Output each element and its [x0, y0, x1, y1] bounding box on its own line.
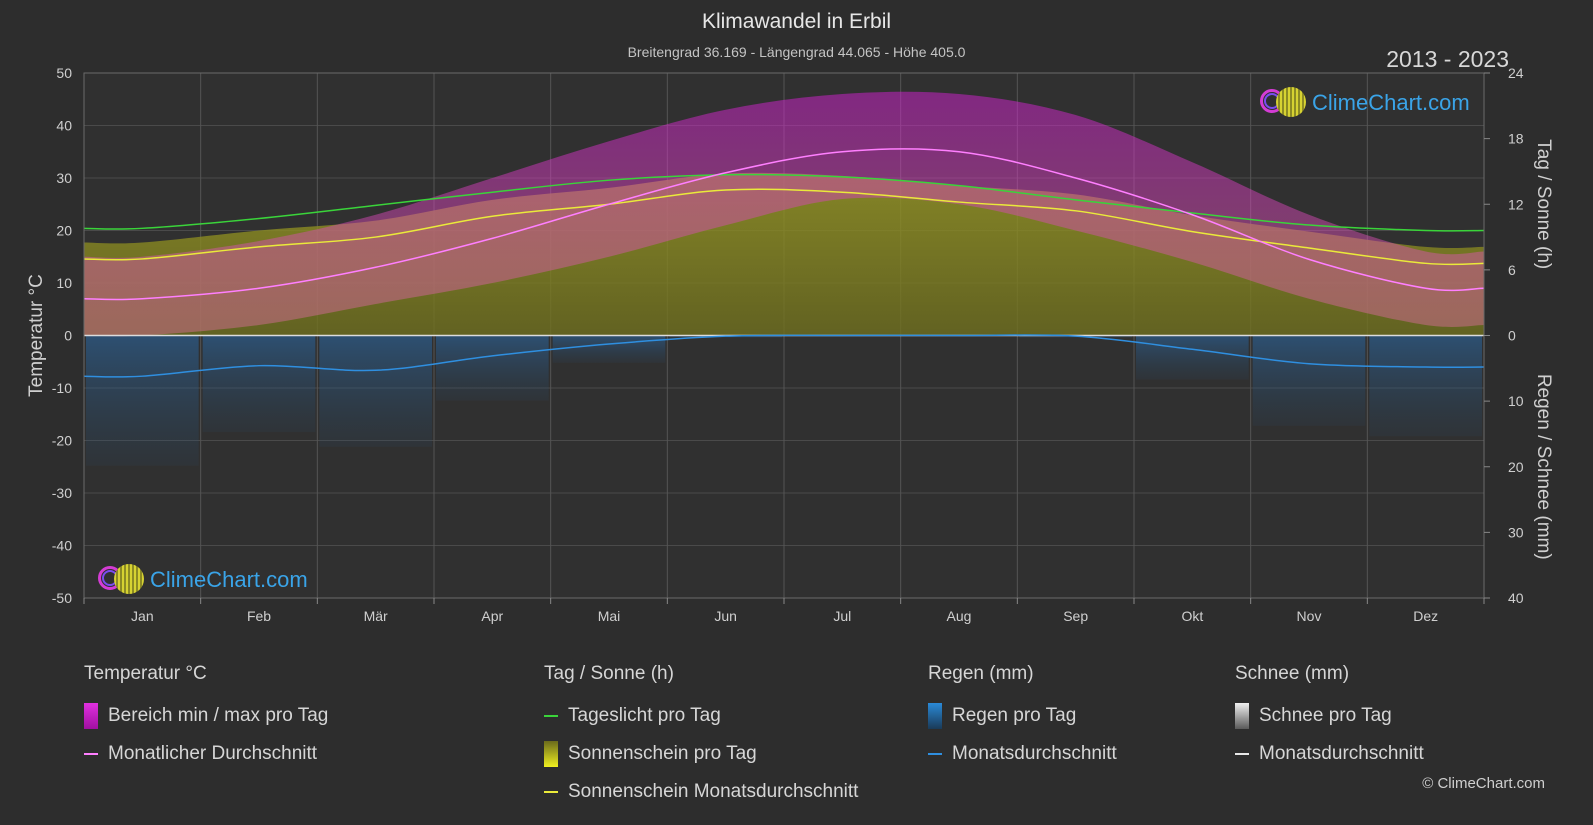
snow-swatch — [1235, 703, 1249, 729]
sunshine-avg-swatch — [544, 791, 558, 793]
y-left-tick-label: -30 — [52, 485, 72, 501]
x-tick-label: Mai — [598, 608, 621, 624]
rain-area — [1252, 335, 1366, 426]
x-tick-label: Sep — [1063, 608, 1088, 624]
y-right-tick-label: 12 — [1508, 196, 1524, 212]
y-right-tick-label: 10 — [1508, 393, 1524, 409]
legend-header: Temperatur °C — [84, 663, 207, 684]
daylight-swatch — [544, 715, 558, 717]
legend-header: Schnee (mm) — [1235, 663, 1350, 684]
legend-item: Schnee pro Tag — [1235, 697, 1424, 735]
year-range: 2013 - 2023 — [1386, 46, 1509, 72]
y-left-tick-label: 10 — [56, 275, 72, 291]
sunshine-swatch — [544, 741, 558, 767]
legend-label: Schnee pro Tag — [1259, 705, 1392, 726]
rain-area — [86, 335, 199, 466]
sunshine-avg-line — [83, 188, 1485, 266]
y-left-tick-label: 40 — [56, 118, 72, 134]
rain-area — [202, 335, 316, 433]
legend-label: Monatsdurchschnitt — [1259, 743, 1424, 764]
legend-label: Monatsdurchschnitt — [952, 743, 1117, 764]
legend-item: Sonnenschein Monatsdurchschnitt — [544, 773, 858, 811]
x-tick-label: Dez — [1413, 608, 1438, 624]
copyright: © ClimeChart.com — [1422, 775, 1545, 792]
series-lines — [83, 148, 1485, 378]
temperature-avg-line — [83, 148, 1485, 301]
y-left-tick-label: -10 — [52, 380, 72, 396]
y-right-tick-label: 24 — [1508, 65, 1524, 81]
snow-avg-swatch — [1235, 753, 1249, 755]
legend-rain: Regen (mm) Regen pro Tag Monatsdurchschn… — [928, 663, 1117, 773]
rain-area — [1136, 335, 1249, 380]
legend-label: Bereich min / max pro Tag — [108, 705, 329, 726]
y-right-tick-label: 6 — [1508, 262, 1516, 278]
axes: 50 40 30 20 10 0 -10 -20 -30 -40 -50 24 18 12 6 0 10 20 30… — [26, 65, 1554, 624]
legend-item: Monatsdurchschnitt — [1235, 735, 1424, 773]
fill-areas — [84, 91, 1484, 466]
rain-area — [436, 335, 549, 401]
x-tick-label: Jun — [714, 608, 737, 624]
x-tick-label: Jan — [131, 608, 154, 624]
temp-range-swatch — [84, 703, 98, 729]
y-left-axis-title: Temperatur °C — [26, 274, 47, 397]
y-left-tick-label: 20 — [56, 223, 72, 239]
climechart-logo-icon — [1258, 86, 1308, 120]
y-right-tick-label: 20 — [1508, 459, 1524, 475]
legend-temperature: Temperatur °C Bereich min / max pro Tag … — [84, 663, 328, 773]
legend-label: Sonnenschein Monatsdurchschnitt — [568, 781, 859, 802]
y-right-tick-label: 18 — [1508, 131, 1524, 147]
x-tick-label: Jul — [833, 608, 851, 624]
legend-header: Regen (mm) — [928, 663, 1034, 684]
y-left-tick-label: 0 — [64, 328, 72, 344]
brand-logo-top[interactable]: ClimeChart.com — [1258, 86, 1470, 120]
legend-item: Monatsdurchschnitt — [928, 735, 1117, 773]
y-right-tick-label: 30 — [1508, 524, 1524, 540]
x-tick-label: Apr — [481, 608, 503, 624]
legend-header: Tag / Sonne (h) — [544, 663, 674, 684]
temp-avg-swatch — [84, 753, 98, 755]
legend-item: Sonnenschein pro Tag — [544, 735, 858, 773]
rain-area — [1369, 335, 1482, 437]
legend-label: Sonnenschein pro Tag — [568, 743, 757, 764]
legend-label: Tageslicht pro Tag — [568, 705, 721, 726]
rain-avg-swatch — [928, 753, 942, 755]
legend-label: Monatlicher Durchschnitt — [108, 743, 318, 764]
legend-item: Regen pro Tag — [928, 697, 1117, 735]
rain-area — [552, 335, 666, 363]
y-left-tick-label: 30 — [56, 170, 72, 186]
rain-swatch — [928, 703, 942, 729]
y-left-tick-label: -20 — [52, 433, 72, 449]
chart-title: Klimawandel in Erbil — [701, 10, 892, 33]
legend-item: Tageslicht pro Tag — [544, 697, 858, 735]
daylight-line — [83, 173, 1485, 232]
legend-sun: Tag / Sonne (h) Tageslicht pro Tag Sonne… — [544, 663, 858, 811]
rain-area — [319, 335, 432, 447]
rain-avg-line — [83, 334, 1485, 378]
y-right-top-axis-title: Tag / Sonne (h) — [1533, 139, 1554, 269]
y-left-tick-label: -50 — [52, 590, 72, 606]
y-right-bottom-axis-title: Regen / Schnee (mm) — [1533, 374, 1554, 560]
brand-text: ClimeChart.com — [1312, 90, 1470, 115]
climechart-logo-icon — [96, 563, 146, 597]
y-right-tick-label: 40 — [1508, 590, 1524, 606]
legend-item: Bereich min / max pro Tag — [84, 697, 328, 735]
x-tick-label: Feb — [247, 608, 271, 624]
brand-text: ClimeChart.com — [150, 567, 308, 592]
x-tick-label: Aug — [947, 608, 972, 624]
legend-label: Regen pro Tag — [952, 705, 1077, 726]
x-tick-label: Mär — [364, 608, 388, 624]
chart-subtitle: Breitengrad 36.169 - Längengrad 44.065 -… — [627, 44, 966, 60]
x-tick-label: Nov — [1297, 608, 1322, 624]
y-left-tick-label: 50 — [56, 65, 72, 81]
legend-item: Monatlicher Durchschnitt — [84, 735, 328, 773]
brand-logo-bottom[interactable]: ClimeChart.com — [96, 563, 308, 597]
y-left-tick-label: -40 — [52, 538, 72, 554]
y-right-tick-label: 0 — [1508, 328, 1516, 344]
temperature-range-area — [84, 91, 1484, 337]
x-tick-label: Okt — [1181, 608, 1203, 624]
legend-snow: Schnee (mm) Schnee pro Tag Monatsdurchsc… — [1235, 663, 1424, 773]
